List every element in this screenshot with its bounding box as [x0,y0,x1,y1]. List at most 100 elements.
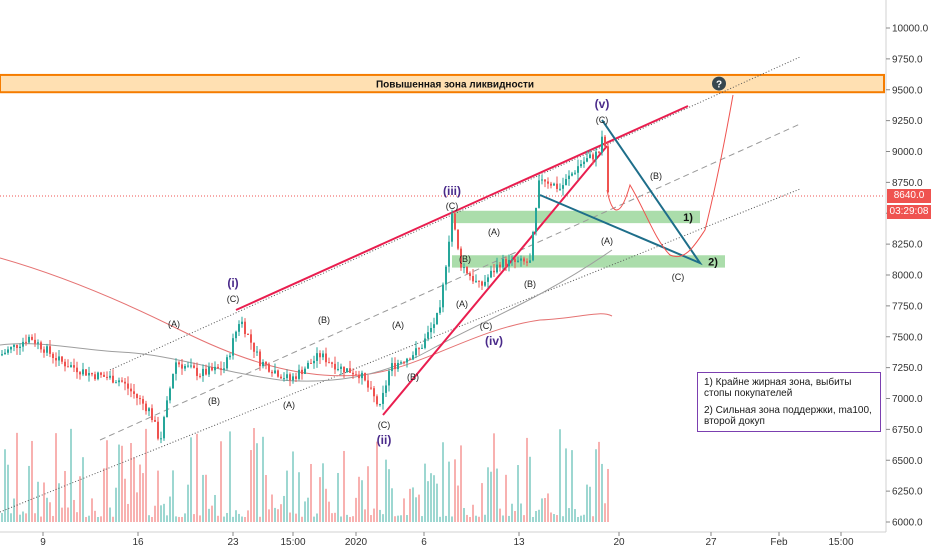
channel-mid [99,123,801,441]
candle-body [556,183,558,189]
volume-bar [58,483,60,522]
volume-bar [196,433,198,522]
candle-body [343,366,345,373]
candle-body [91,373,93,375]
candle-body [292,376,294,381]
volume-bar [253,428,255,522]
candle-body [370,387,372,389]
volume-bar [136,492,138,522]
volume-bar [148,515,150,522]
candle-body [334,363,336,370]
volume-bar [496,468,498,522]
volume-bar [163,503,165,522]
support-zone-1 [452,210,700,224]
support-zone-label: 1) [683,212,693,224]
candle-body [601,136,603,153]
volume-bar [340,516,342,522]
volume-bar [130,443,132,522]
volume-bar [118,444,120,522]
volume-bar [550,512,552,522]
volume-bar [502,515,504,522]
volume-bar [82,457,84,522]
volume-bar [574,509,576,522]
volume-bar [451,516,453,522]
candle-body [229,355,231,358]
volume-bar [319,477,321,522]
candle-body [400,362,402,364]
volume-bar [280,504,282,522]
candle-body [196,367,198,376]
candle-body [283,378,285,380]
volume-bar [127,503,129,522]
candle-body [595,151,597,160]
candle-body [322,353,324,358]
volume-bar [529,456,531,522]
candle-body [547,181,549,184]
candle-body [130,388,132,392]
candle-body [589,154,591,159]
volume-bar [394,516,396,522]
volume-bar [1,512,3,522]
volume-bar [202,474,204,522]
volume-bar [181,516,183,522]
volume-bar [400,515,402,522]
candle-body [13,344,15,347]
volume-bar [199,515,201,522]
candle-body [190,365,192,367]
candle-body [352,372,354,375]
candle-body [457,229,459,249]
volume-bar [607,468,609,522]
wave-label: (ii) [377,433,392,447]
candle-body [187,365,189,367]
candle-body [349,368,351,373]
volume-bar [19,514,21,522]
volume-bar [133,457,135,522]
volume-bar [154,505,156,522]
candle-body [526,261,528,263]
candle-body [139,398,141,400]
volume-bar [52,515,54,522]
volume-bar [160,505,162,522]
help-icon [712,76,726,91]
candle-body [7,349,9,353]
candle-body [223,368,225,370]
volume-bar [235,510,237,522]
volume-bar [484,514,486,522]
volume-bar [259,516,261,522]
candle-body [454,213,456,230]
volume-bar [166,515,168,522]
candle-body [217,366,219,369]
candle-body [577,166,579,173]
volume-bar [226,512,228,522]
candle-body [250,334,252,343]
wave-label: (v) [595,97,610,111]
candle-body [199,375,201,377]
candle-body [367,380,369,388]
volume-bar [472,504,474,522]
candle-body [115,382,117,384]
triangle-lines [539,119,703,266]
x-tick-label: 15:00 [828,537,853,548]
volume-bar [430,473,432,522]
candle-body [241,321,243,325]
volume-bar [538,509,540,522]
candle-body [181,364,183,369]
volume-bar [16,432,18,522]
volume-bar [499,508,501,522]
volume-bar [286,470,288,522]
candle-body [607,146,609,193]
candle-body [340,366,342,369]
y-tick-label: 7500.0 [892,332,923,343]
volume-bar [238,513,240,522]
candle-body [160,438,162,440]
candle-body [460,248,462,268]
volume-bar [274,507,276,522]
candle-body [532,232,534,261]
candle-body [97,372,99,380]
volume-bar [532,516,534,522]
volume-bar [277,509,279,522]
wave-label: (A) [168,319,180,329]
volume-bar [562,516,564,522]
candle-body [244,321,246,334]
